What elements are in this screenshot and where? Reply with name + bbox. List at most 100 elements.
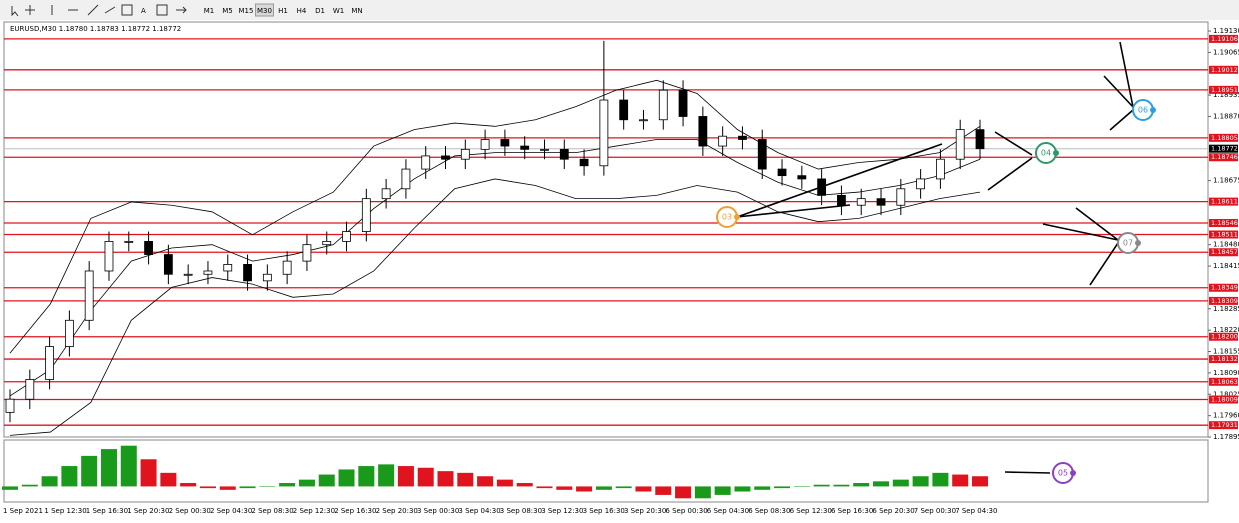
candle-body	[441, 155, 450, 160]
candle-body	[480, 139, 490, 150]
candle-body	[856, 198, 866, 206]
annotation-label: 04	[1041, 149, 1051, 158]
x-tick-label: 6 Sep 12:30	[790, 507, 832, 515]
y-tick-label: 1.18415	[1213, 262, 1239, 270]
y-tick-label: 1.18870	[1213, 112, 1239, 120]
bollinger-band	[9, 178, 981, 436]
label-tool[interactable]	[156, 4, 168, 16]
oscillator-bar	[655, 486, 672, 495]
oscillator-bar	[516, 483, 533, 487]
candle-body	[599, 99, 609, 167]
annotation-arrows	[736, 41, 1134, 474]
y-tick-label: 1.18935	[1213, 91, 1239, 99]
y-tick-label: 1.17895	[1213, 433, 1239, 441]
timeframe-button[interactable]: W1	[333, 7, 344, 15]
timeframe-button[interactable]: M1	[204, 7, 215, 15]
candle-body	[163, 254, 173, 275]
y-tick-label: 1.18285	[1213, 305, 1239, 313]
x-tick-label: 6 Sep 20:30	[872, 507, 914, 515]
oscillator-bar	[378, 464, 395, 487]
timeframe-button[interactable]: H1	[278, 7, 288, 15]
x-tick-label: 3 Sep 16:30	[583, 507, 625, 515]
candle-body	[203, 270, 213, 275]
candle-body	[876, 198, 886, 206]
x-tick-label: 2 Sep 00:30	[169, 507, 211, 515]
candle-body	[579, 158, 589, 167]
x-tick-label: 7 Sep 00:30	[914, 507, 956, 515]
oscillator-bar	[675, 486, 692, 499]
line-tools[interactable]	[51, 4, 116, 16]
timeframe-button[interactable]: D1	[315, 7, 325, 15]
oscillator-bar	[952, 474, 969, 487]
oscillator-bar	[694, 486, 711, 499]
x-tick-label: 1 Sep 16:30	[86, 507, 128, 515]
x-tick-label: 1 Sep 2021	[3, 507, 43, 515]
annotation-dot	[1070, 470, 1076, 476]
annotation-dot	[1150, 107, 1156, 113]
x-tick-label: 2 Sep 16:30	[334, 507, 376, 515]
x-tick-label: 3 Sep 08:30	[500, 507, 542, 515]
oscillator-bar	[61, 466, 78, 487]
arrow-tool[interactable]	[176, 6, 187, 14]
level-label: 1.17931	[1211, 421, 1238, 429]
crosshair-tool[interactable]	[25, 5, 35, 15]
level-tag	[1209, 332, 1238, 341]
oscillator-bar	[813, 484, 830, 487]
oscillator-bar	[160, 472, 177, 487]
level-label: 1.18349	[1211, 284, 1238, 292]
candle-body	[322, 240, 332, 246]
x-tick-label: 6 Sep 16:30	[831, 507, 873, 515]
level-tag	[1209, 133, 1238, 142]
text-tool[interactable]: A	[141, 7, 146, 15]
timeframe-button[interactable]: M15	[239, 7, 254, 15]
oscillator-bar	[279, 483, 296, 487]
current-price-label: 1.18772	[1211, 145, 1238, 153]
candle-body	[84, 270, 94, 321]
x-tick-label: 3 Sep 20:30	[624, 507, 666, 515]
timeframe-button[interactable]: H4	[297, 7, 307, 15]
candle-body	[124, 240, 134, 243]
y-tick-label: 1.18220	[1213, 326, 1239, 334]
x-tick-label: 6 Sep 00:30	[665, 507, 707, 515]
candle-body	[916, 178, 926, 190]
x-tick-label: 7 Sep 04:30	[955, 507, 997, 515]
oscillator-bar	[853, 483, 870, 487]
x-tick-label: 2 Sep 12:30	[293, 507, 335, 515]
oscillator-bar	[892, 479, 909, 487]
candle-body	[342, 231, 351, 242]
oscillator-bar	[21, 484, 38, 487]
annotation-label: 06	[1138, 106, 1148, 115]
candle-body	[698, 116, 708, 147]
annotation-dot	[1135, 240, 1141, 246]
timeframe-button[interactable]: M5	[222, 7, 233, 15]
level-label: 1.18746	[1211, 153, 1238, 161]
level-label: 1.18309	[1211, 297, 1238, 305]
oscillator-bar	[496, 479, 513, 487]
oscillator-bar	[199, 486, 216, 489]
x-tick-label: 2 Sep 08:30	[251, 507, 293, 515]
annotation-label: 05	[1058, 469, 1068, 478]
annotation-dot	[734, 214, 740, 220]
timeframe-button[interactable]: M30	[257, 7, 272, 15]
cursor-tool[interactable]	[11, 6, 19, 17]
oscillator-bar	[358, 466, 375, 487]
timeframe-active	[255, 3, 274, 17]
timeframe-button[interactable]: MN	[351, 7, 362, 15]
oscillator-bar	[180, 483, 197, 487]
oscillator-bar	[734, 486, 751, 492]
oscillator-bar	[259, 486, 276, 487]
level-label: 1.18951	[1211, 86, 1238, 94]
level-label: 1.18805	[1211, 134, 1238, 142]
level-label: 1.18200	[1211, 333, 1238, 341]
channel-tool[interactable]	[121, 4, 133, 16]
candle-body	[223, 264, 233, 272]
chart-header: EURUSD,M30 1.18780 1.18783 1.18772 1.187…	[10, 25, 181, 33]
candle-body	[777, 168, 787, 177]
candle-body	[559, 148, 569, 160]
y-tick-label: 1.18480	[1213, 241, 1239, 249]
level-tag	[1209, 230, 1238, 239]
candle-body	[837, 194, 846, 206]
price-pane	[3, 21, 1209, 438]
level-label: 1.18511	[1211, 230, 1238, 238]
